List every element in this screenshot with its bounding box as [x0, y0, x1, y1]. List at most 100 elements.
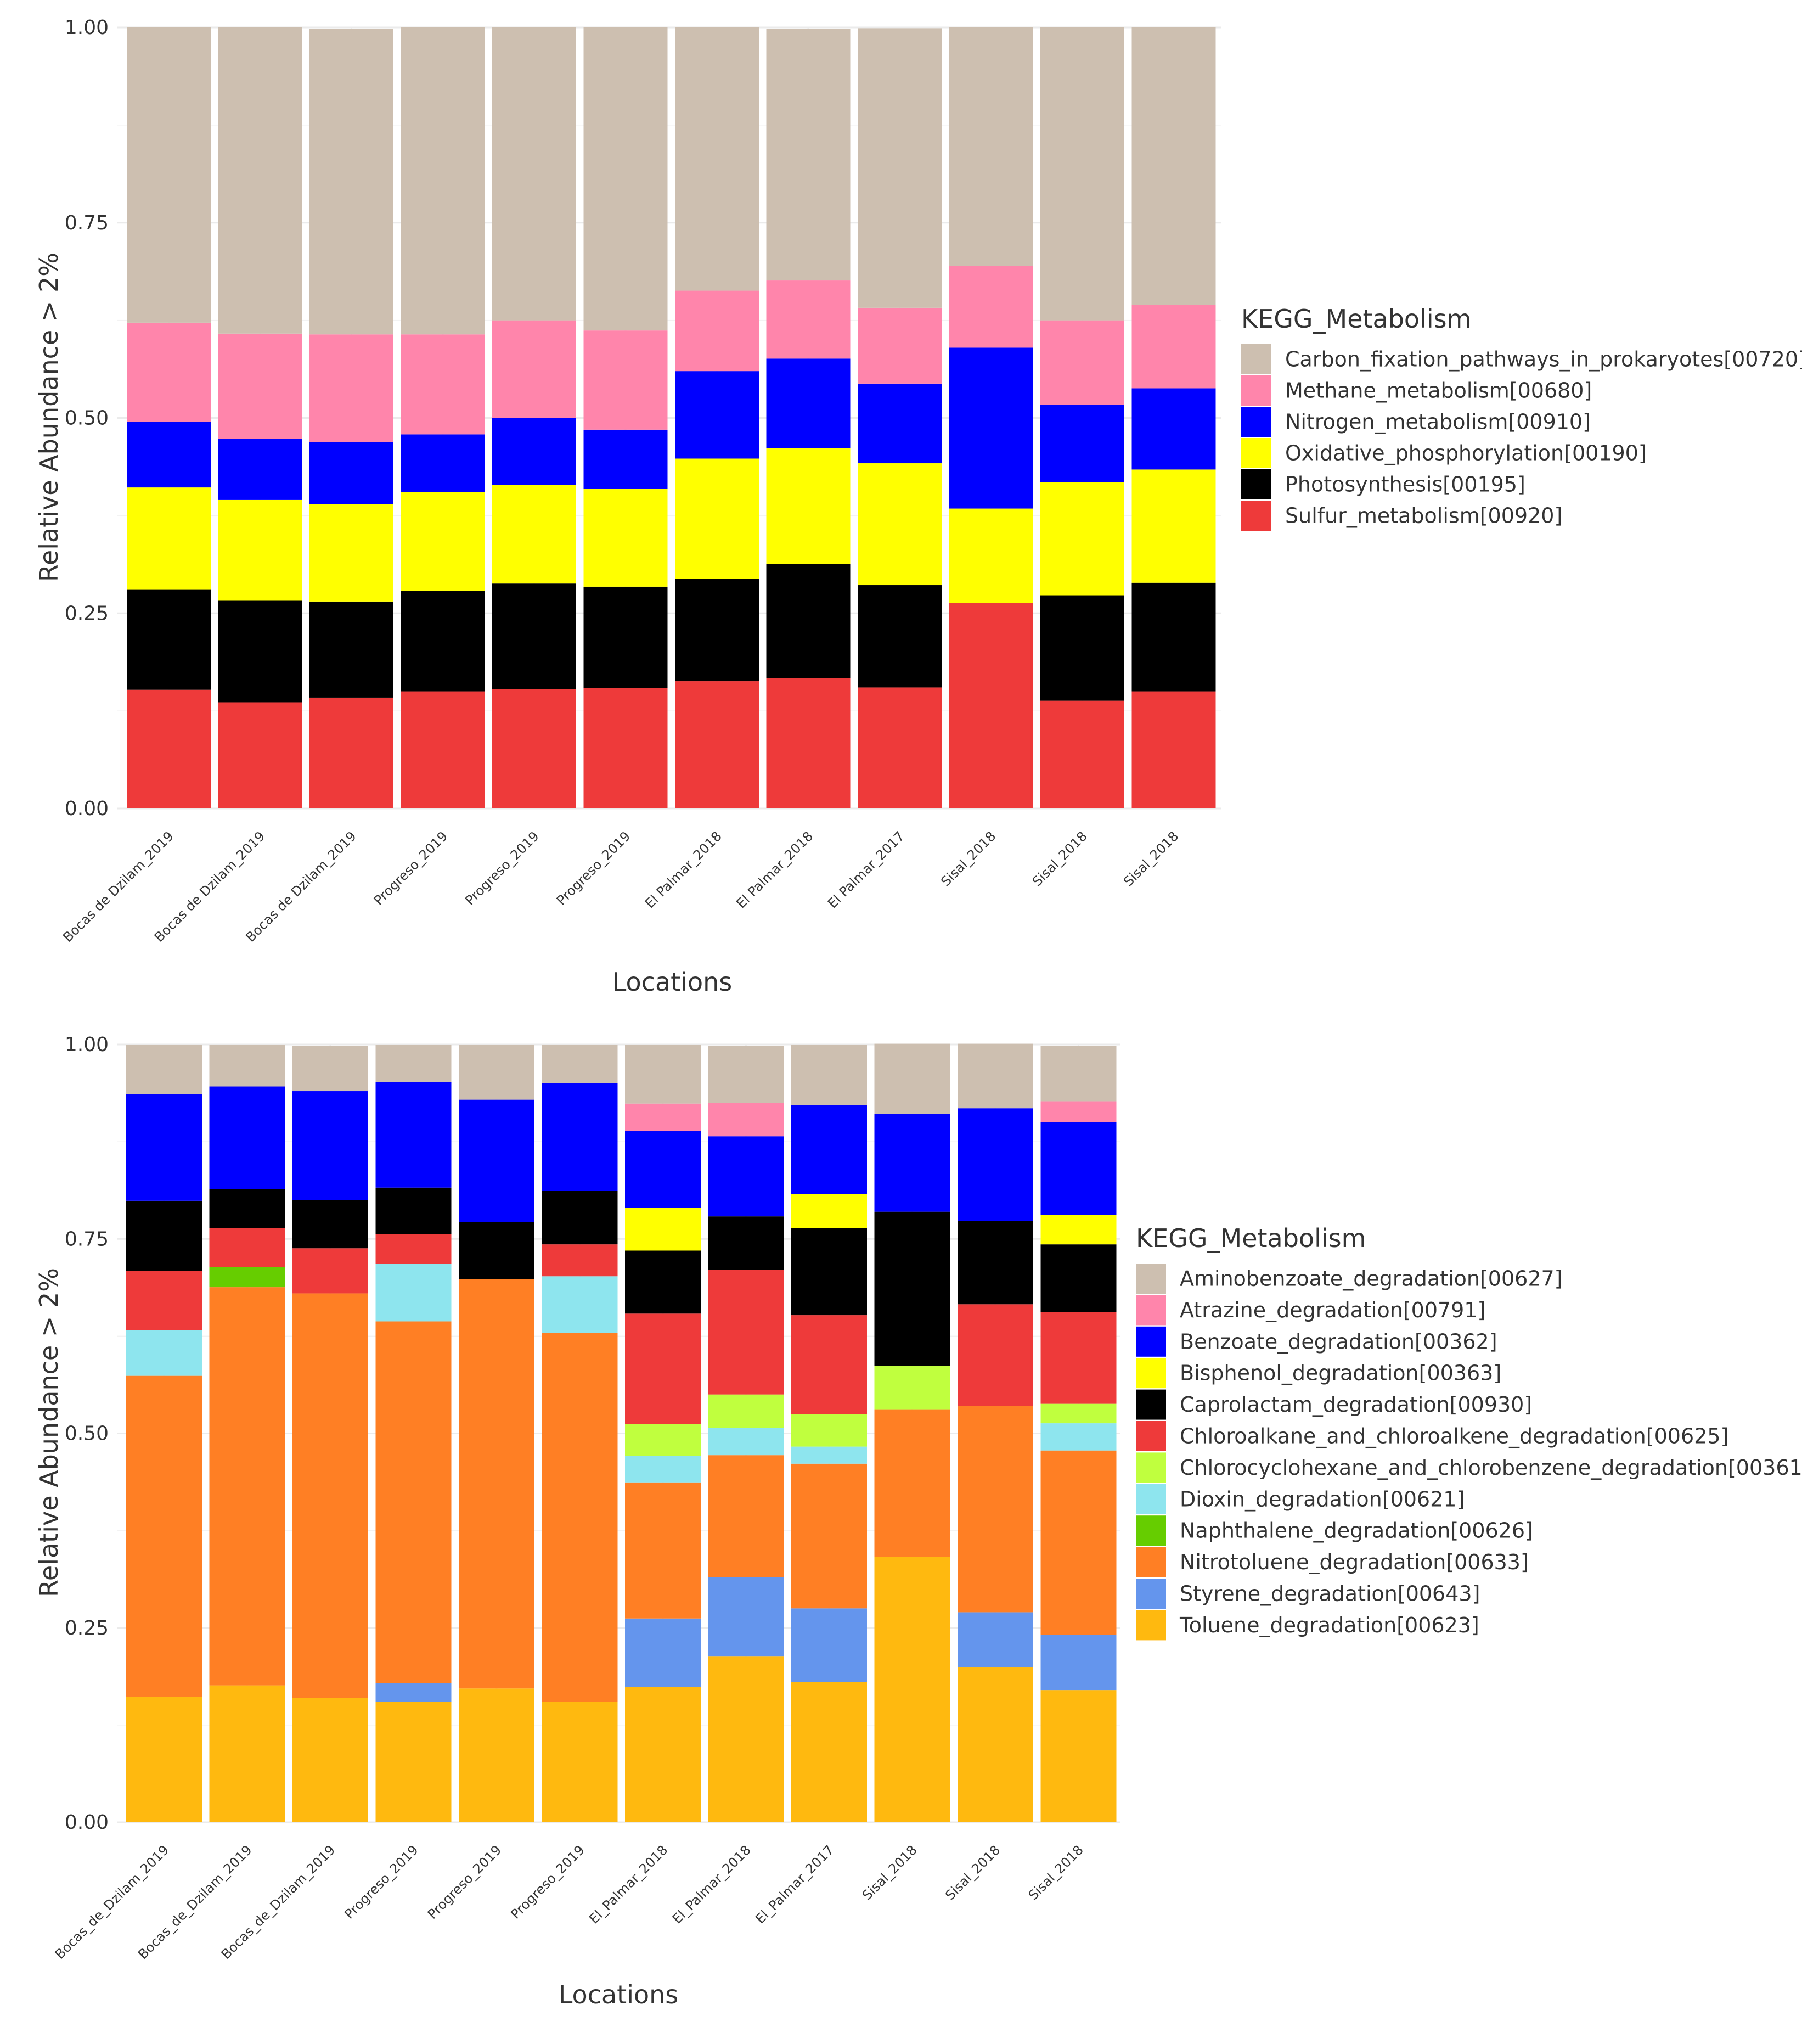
- y-axis-title: Relative Abundance > 2%: [34, 252, 64, 582]
- y-tick-label: 0.50: [65, 1423, 109, 1445]
- bar-segment: [791, 1463, 867, 1609]
- bar-segment: [791, 1446, 867, 1464]
- legend-swatch: [1241, 407, 1271, 437]
- bar-segment: [874, 1409, 950, 1557]
- bar-segment: [1131, 582, 1216, 692]
- legend-label: Caprolactam_degradation[00930]: [1180, 1392, 1532, 1417]
- bar-segment: [583, 488, 668, 587]
- bar-segment: [1040, 1215, 1117, 1245]
- legend-label: Oxidative_phosphorylation[00190]: [1285, 441, 1647, 465]
- x-axis-title: Locations: [559, 1980, 679, 2009]
- y-tick-label: 1.00: [65, 1034, 109, 1056]
- bar-segment: [858, 463, 942, 586]
- x-tick-label: El_Palmar_2018: [669, 1842, 754, 1927]
- bar-segment: [209, 1045, 285, 1087]
- legend-label: Chlorocyclohexane_and_chlorobenzene_degr…: [1180, 1456, 1802, 1480]
- bar-segment: [791, 1414, 867, 1447]
- bar-segment: [766, 564, 851, 678]
- bar-segment: [126, 1200, 202, 1271]
- x-tick-label: Progreso_2019: [371, 828, 450, 908]
- bar-segment: [949, 27, 1033, 266]
- x-axis-title: Locations: [612, 967, 733, 997]
- bar-segment: [1131, 469, 1216, 583]
- y-tick-label: 0.00: [65, 798, 109, 820]
- bar-segment: [401, 492, 485, 591]
- legend-label: Benzoate_degradation[00362]: [1180, 1329, 1497, 1354]
- bar-segment: [1040, 700, 1124, 808]
- legend-swatch: [1241, 344, 1271, 374]
- bar-segment: [209, 1267, 285, 1288]
- bar-segment: [766, 448, 851, 564]
- bar-segment: [292, 1248, 368, 1294]
- y-tick-label: 0.50: [65, 407, 109, 430]
- bar-segment: [127, 689, 211, 808]
- bar-segment: [1040, 1450, 1117, 1635]
- legend-label: Dioxin_degradation[00621]: [1180, 1487, 1465, 1511]
- legend-swatch: [1241, 438, 1271, 468]
- bar-segment: [874, 1114, 950, 1212]
- bar-segment: [1131, 388, 1216, 470]
- bar-segment: [791, 1228, 867, 1316]
- bar-segment: [309, 504, 393, 602]
- bar-segment: [949, 347, 1033, 509]
- bar-segment: [708, 1428, 784, 1456]
- x-tick-label: Progreso_2019: [508, 1842, 587, 1922]
- bar-segment: [309, 334, 393, 442]
- legend-label: Nitrotoluene_degradation[00633]: [1180, 1550, 1529, 1574]
- y-tick-label: 0.75: [65, 1228, 109, 1250]
- bar-segment: [375, 1264, 452, 1322]
- bar-segment: [1040, 1312, 1117, 1404]
- bar-segment: [1040, 1244, 1117, 1312]
- legend-swatch: [1136, 1421, 1166, 1451]
- legend-swatch: [1241, 501, 1271, 531]
- bar-segment: [958, 1221, 1033, 1305]
- bar-segment: [858, 585, 942, 688]
- bar-segment: [1040, 1635, 1117, 1691]
- bar-segment: [791, 1105, 867, 1194]
- bar-segment: [625, 1482, 701, 1619]
- bar-segment: [791, 1682, 867, 1822]
- legend-swatch: [1241, 469, 1271, 499]
- bar-segment: [874, 1211, 950, 1366]
- bar-segment: [583, 330, 668, 430]
- x-tick-label: Sisal_2018: [1029, 828, 1090, 889]
- stacked-bars: [126, 1043, 1117, 1822]
- bar-segment: [1040, 1101, 1117, 1122]
- bar-segment: [127, 422, 211, 488]
- bar-segment: [292, 1046, 368, 1092]
- bar-segment: [625, 1687, 701, 1822]
- bar-segment: [126, 1271, 202, 1330]
- bar-segment: [1040, 27, 1124, 321]
- bar-segment: [949, 266, 1033, 348]
- bar-segment: [218, 702, 302, 808]
- bar-segment: [1040, 1423, 1117, 1451]
- y-axis-title: Relative Abundance > 2%: [34, 1268, 64, 1597]
- legend-swatch: [1136, 1358, 1166, 1389]
- y-tick-label: 0.25: [65, 602, 109, 625]
- bar-segment: [874, 1366, 950, 1410]
- bar-segment: [675, 458, 759, 579]
- bar-segment: [766, 29, 851, 281]
- bar-segment: [858, 307, 942, 384]
- bar-segment: [209, 1189, 285, 1228]
- legend-swatch: [1136, 1579, 1166, 1609]
- bar-segment: [791, 1045, 867, 1105]
- legend-label: Carbon_fixation_pathways_in_prokaryotes[…: [1285, 347, 1802, 372]
- bar-segment: [625, 1103, 701, 1131]
- bar-segment: [209, 1287, 285, 1686]
- bar-segment: [542, 1191, 618, 1245]
- legend-swatch: [1136, 1295, 1166, 1326]
- bar-segment: [1131, 27, 1216, 305]
- bar-segment: [292, 1698, 368, 1822]
- legend-label: Nitrogen_metabolism[00910]: [1285, 410, 1591, 434]
- bar-segment: [625, 1131, 701, 1208]
- bar-segment: [1040, 405, 1124, 482]
- bar-segment: [958, 1043, 1033, 1109]
- bar-segment: [218, 27, 302, 334]
- x-tick-label: Sisal_2018: [1026, 1842, 1086, 1903]
- bar-segment: [958, 1406, 1033, 1613]
- bar-segment: [292, 1293, 368, 1698]
- legend-label: Toluene_degradation[00623]: [1179, 1613, 1479, 1637]
- bar-segment: [492, 418, 576, 485]
- bar-segment: [309, 29, 393, 335]
